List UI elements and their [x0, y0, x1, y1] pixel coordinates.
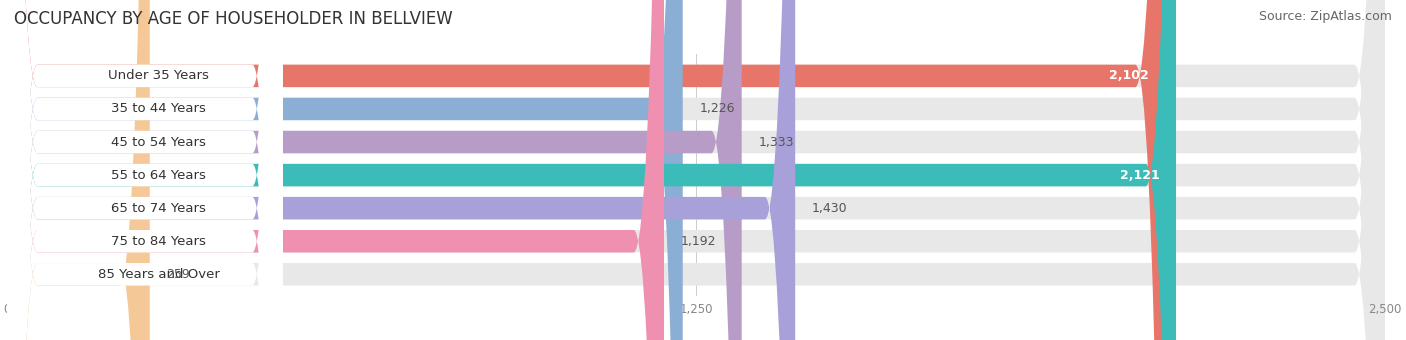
- FancyBboxPatch shape: [7, 0, 683, 340]
- Text: 55 to 64 Years: 55 to 64 Years: [111, 169, 207, 182]
- FancyBboxPatch shape: [7, 0, 283, 340]
- Text: 85 Years and Over: 85 Years and Over: [97, 268, 219, 281]
- FancyBboxPatch shape: [7, 0, 1385, 340]
- FancyBboxPatch shape: [7, 0, 1166, 340]
- FancyBboxPatch shape: [7, 0, 1385, 340]
- Text: 1,192: 1,192: [681, 235, 716, 248]
- FancyBboxPatch shape: [7, 0, 1385, 340]
- FancyBboxPatch shape: [7, 0, 1175, 340]
- Text: 75 to 84 Years: 75 to 84 Years: [111, 235, 207, 248]
- FancyBboxPatch shape: [7, 0, 1385, 340]
- FancyBboxPatch shape: [7, 0, 664, 340]
- Text: 1,430: 1,430: [811, 202, 848, 215]
- FancyBboxPatch shape: [7, 0, 742, 340]
- Text: 1,333: 1,333: [758, 136, 794, 149]
- FancyBboxPatch shape: [7, 0, 1385, 340]
- FancyBboxPatch shape: [7, 0, 796, 340]
- Text: 259: 259: [166, 268, 190, 281]
- FancyBboxPatch shape: [7, 0, 1385, 340]
- FancyBboxPatch shape: [7, 0, 283, 340]
- Text: 2,121: 2,121: [1119, 169, 1160, 182]
- Text: Source: ZipAtlas.com: Source: ZipAtlas.com: [1258, 10, 1392, 23]
- Text: 1,226: 1,226: [699, 102, 735, 116]
- FancyBboxPatch shape: [7, 0, 283, 340]
- Text: 45 to 54 Years: 45 to 54 Years: [111, 136, 207, 149]
- Text: Under 35 Years: Under 35 Years: [108, 69, 209, 82]
- Text: 65 to 74 Years: 65 to 74 Years: [111, 202, 207, 215]
- FancyBboxPatch shape: [7, 0, 283, 340]
- FancyBboxPatch shape: [7, 0, 1385, 340]
- FancyBboxPatch shape: [7, 0, 150, 340]
- FancyBboxPatch shape: [7, 0, 283, 340]
- Text: 2,102: 2,102: [1109, 69, 1149, 82]
- Text: 35 to 44 Years: 35 to 44 Years: [111, 102, 207, 116]
- Text: OCCUPANCY BY AGE OF HOUSEHOLDER IN BELLVIEW: OCCUPANCY BY AGE OF HOUSEHOLDER IN BELLV…: [14, 10, 453, 28]
- FancyBboxPatch shape: [7, 0, 283, 340]
- FancyBboxPatch shape: [7, 0, 283, 340]
